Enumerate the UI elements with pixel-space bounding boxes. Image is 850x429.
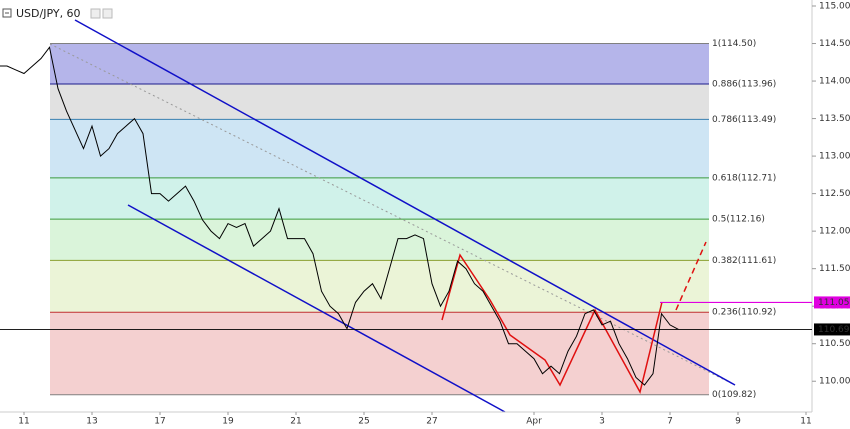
price-marker-box	[814, 323, 850, 336]
y-tick-label: 111.50	[819, 264, 850, 274]
fib-band	[50, 119, 709, 178]
channel-upper	[74, 19, 736, 386]
close-icon[interactable]	[102, 8, 113, 19]
x-tick-label: 11	[800, 417, 811, 427]
fib-band	[50, 84, 709, 120]
y-tick-label: 114.00	[819, 77, 850, 87]
price-marker-label: 111.05	[818, 298, 850, 308]
x-tick-label: 21	[290, 417, 301, 427]
y-tick-label: 112.00	[819, 227, 850, 237]
price-marker-label: 110.69	[818, 325, 850, 335]
y-tick-label: 112.50	[819, 189, 850, 199]
x-tick-label: 27	[426, 417, 437, 427]
fib-label: 0.236(110.92)	[712, 308, 776, 318]
y-tick-label: 113.50	[819, 114, 850, 124]
y-tick-label: 115.00	[819, 2, 850, 12]
settings-icon[interactable]	[90, 8, 101, 19]
fib-band	[50, 219, 709, 261]
fib-label: 0.5(112.16)	[712, 215, 765, 225]
fib-band	[50, 312, 709, 395]
fib-retracement: 1(114.50) 0.886(113.96) 0.786(113.49) 0.618…	[50, 39, 776, 400]
x-tick-label: 25	[358, 417, 369, 427]
y-tick-label: 110.50	[819, 339, 850, 349]
fib-band	[50, 260, 709, 313]
x-tick-label: 17	[154, 417, 165, 427]
y-tick-label: 114.50	[819, 39, 850, 49]
fib-label: 0(109.82)	[712, 390, 756, 400]
x-tick-label: 3	[599, 417, 605, 427]
fib-label: 0.786(113.49)	[712, 115, 776, 125]
x-tick-label: 19	[222, 417, 234, 427]
collapse-icon[interactable]	[2, 8, 12, 18]
x-tick-label: 7	[667, 417, 673, 427]
x-tick-label: Apr	[526, 417, 542, 427]
y-tick-label: 110.00	[819, 377, 850, 387]
price-marker-box	[814, 296, 850, 309]
x-tick-label: 9	[735, 417, 741, 427]
plot	[0, 46, 679, 386]
fib-label: 0.382(111.61)	[712, 256, 776, 266]
chart-title: USD/JPY, 60	[16, 7, 81, 20]
channel-lower	[127, 204, 506, 413]
fib-label: 0.886(113.96)	[712, 80, 776, 90]
fib-label: 1(114.50)	[712, 39, 756, 49]
fib-band	[50, 43, 709, 85]
fib-band	[50, 177, 709, 220]
x-tick-label: 11	[18, 417, 29, 427]
price-line-series	[0, 46, 679, 386]
projection	[675, 241, 707, 311]
fib-label: 0.618(112.71)	[712, 173, 776, 183]
x-tick-label: 13	[86, 417, 97, 427]
y-tick-label: 113.00	[819, 152, 850, 162]
header: USD/JPY, 60	[2, 7, 113, 20]
zigzag	[441, 253, 663, 395]
